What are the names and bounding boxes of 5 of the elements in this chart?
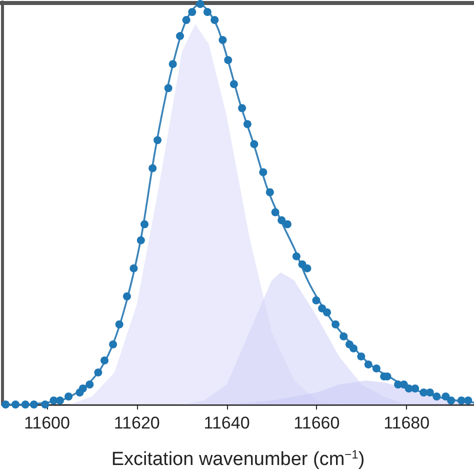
x-tick-label: 11660 xyxy=(294,414,340,432)
x-tick-label: 11600 xyxy=(24,414,70,432)
x-tick-label: 11620 xyxy=(114,414,160,432)
x-tick-label: 11640 xyxy=(204,414,250,432)
x-tick-label: 11680 xyxy=(384,414,430,432)
